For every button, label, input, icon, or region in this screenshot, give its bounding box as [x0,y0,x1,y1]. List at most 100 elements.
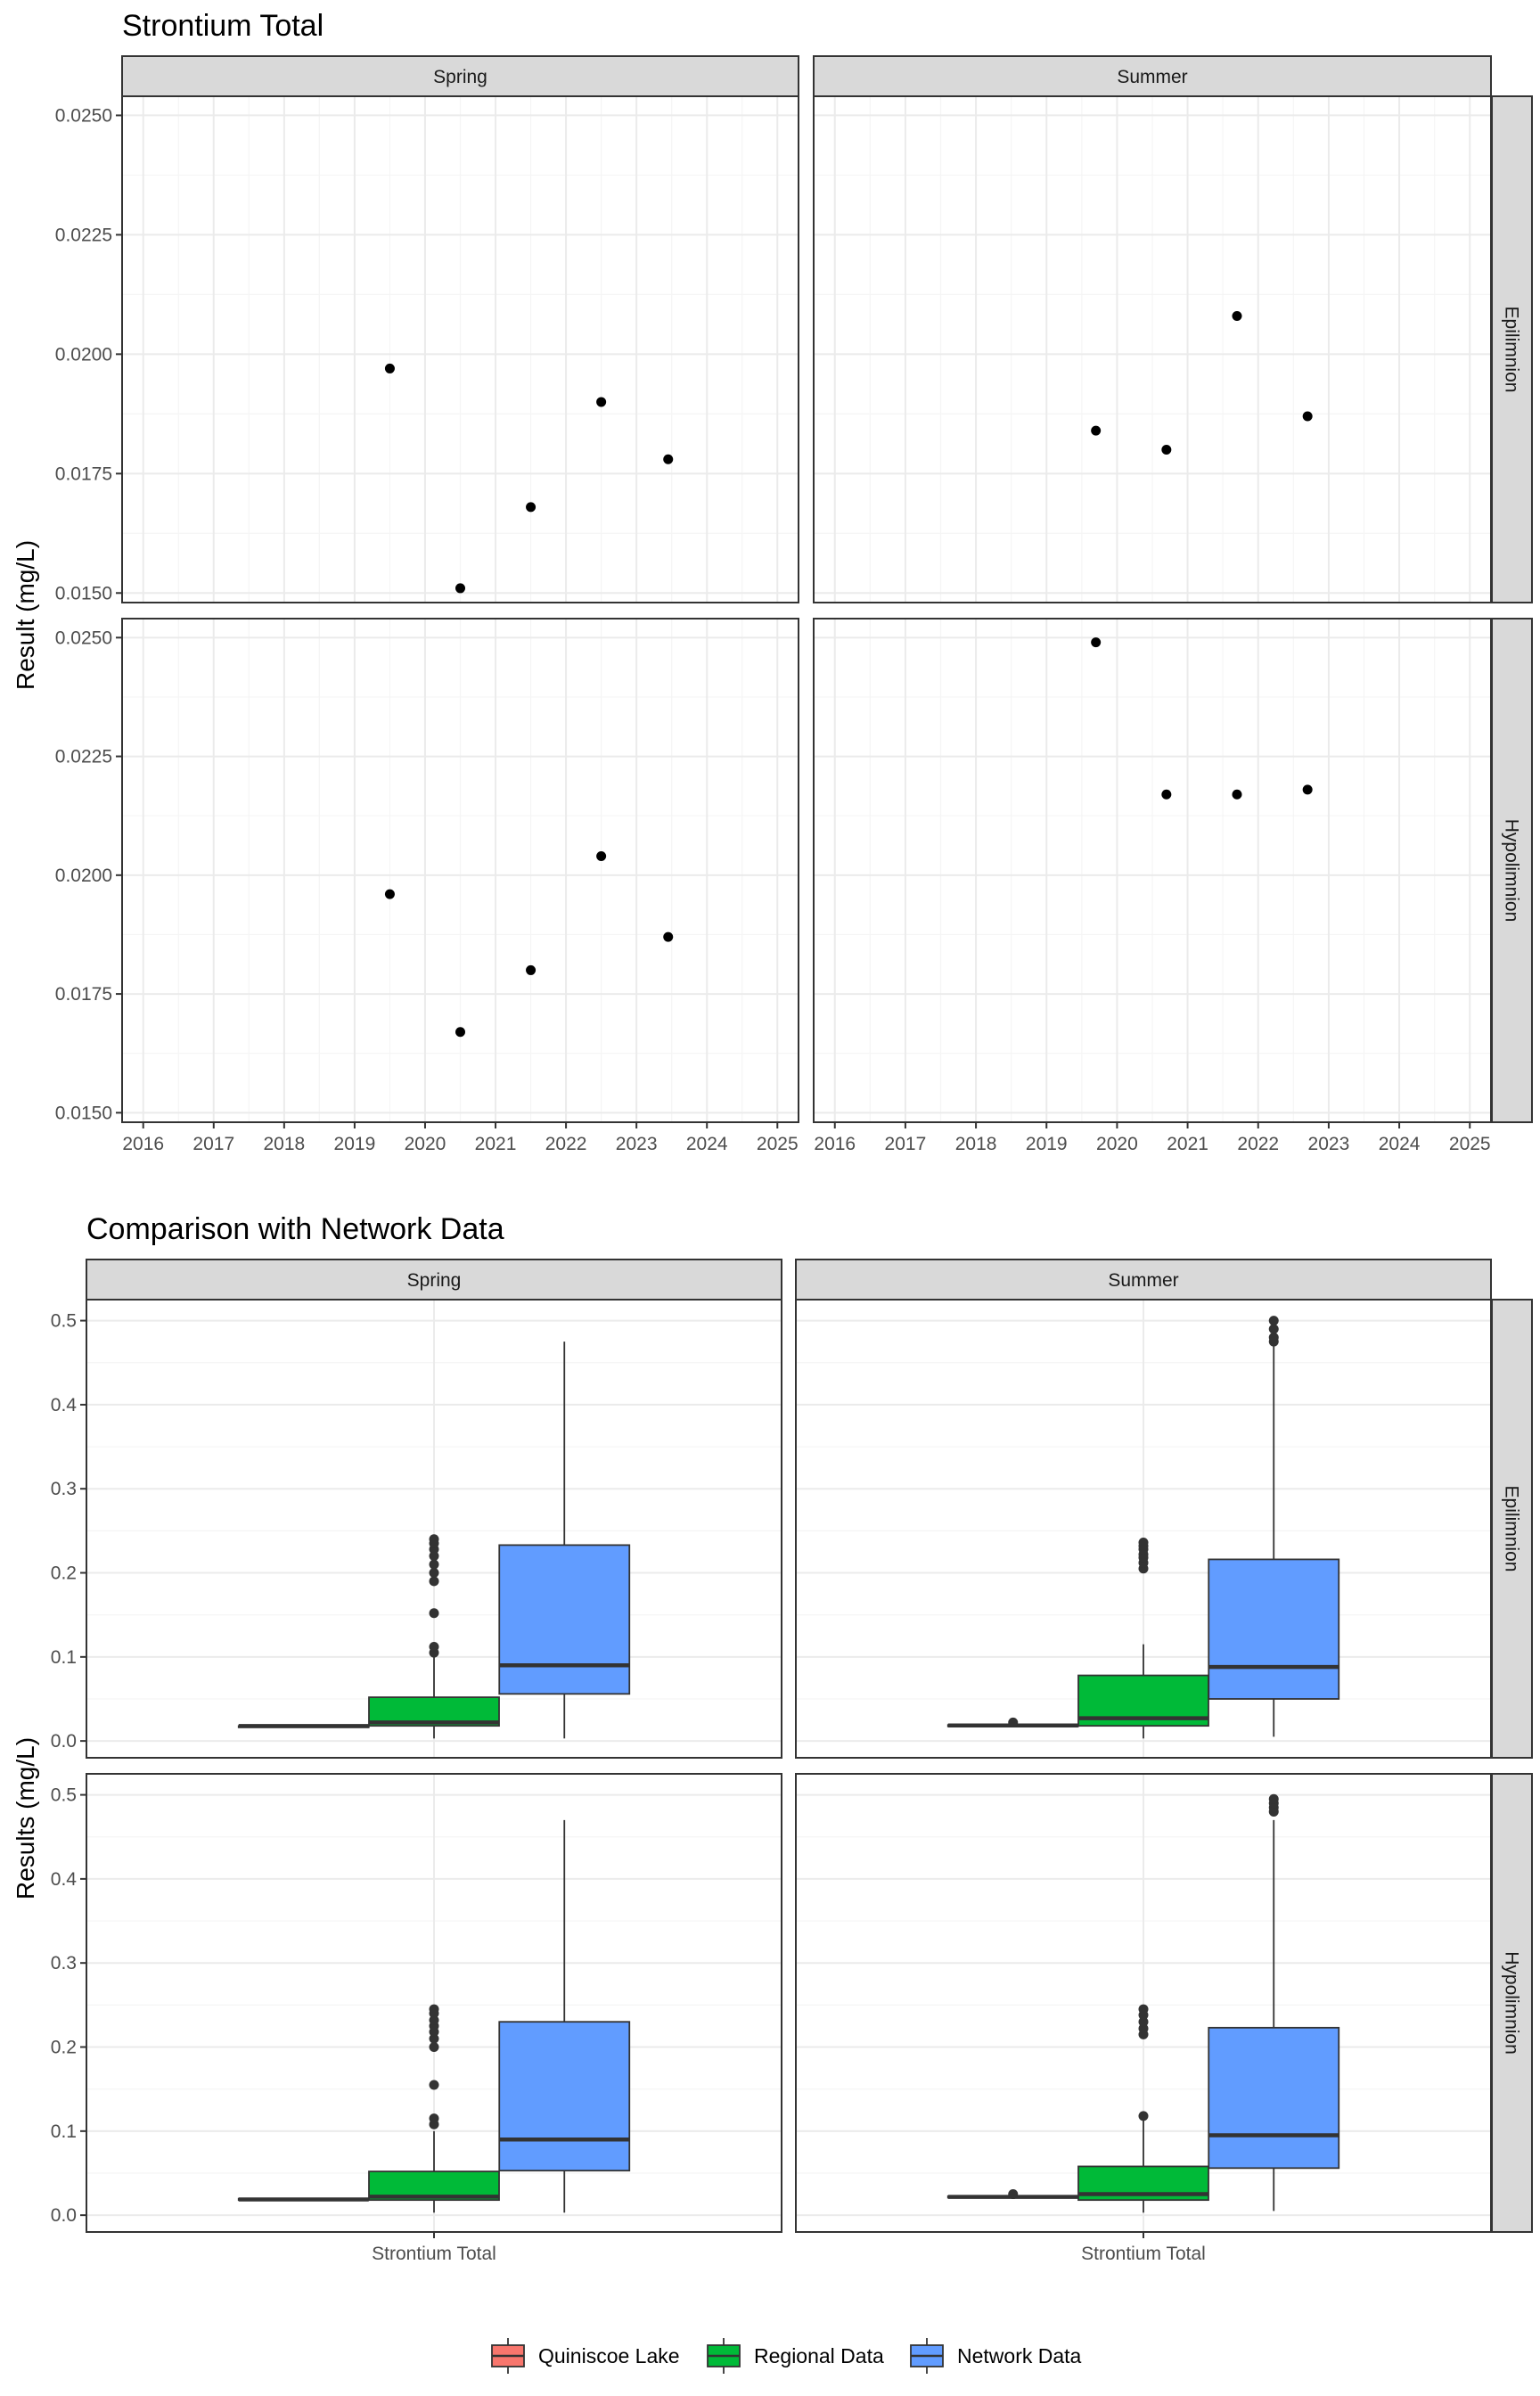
y-tick-label: 0.5 [51,1785,77,1806]
data-point [1232,789,1242,800]
panel-summer-epilimnion [795,1299,1492,1759]
x-tick-label: 2024 [1379,1134,1421,1154]
outlier-point [1008,1717,1019,1727]
box-body [1208,2026,1340,2170]
legend-item-network-data: Network Data [910,2338,1082,2374]
facet-strip-label: Spring [433,67,487,87]
facet-strip-summer [813,55,1492,97]
box-quiniscoe-lake [237,2197,370,2202]
panel-border [121,618,799,1123]
box-regional-data [368,2004,500,2213]
facet-strip-label: Summer [1108,1270,1178,1291]
box-network-data [498,1342,631,1739]
y-tick-label: 0.0225 [55,747,112,767]
x-tick-label: Strontium Total [1081,2244,1206,2264]
x-tick-label: 2021 [475,1134,517,1154]
y-tick-label: 0.0150 [55,1103,112,1123]
data-point [663,931,674,942]
facet-strip-hypolimnion [1491,1773,1533,2233]
x-tick-label: 2018 [263,1134,305,1154]
outlier-point [429,2113,439,2124]
x-tick-label: Strontium Total [372,2244,496,2264]
x-tick-label: 2021 [1167,1134,1208,1154]
outlier-point [1008,2189,1019,2200]
outlier-point [1138,2004,1149,2014]
outlier-point [1268,1793,1279,1804]
data-point [663,454,674,464]
box-regional-data [1077,2004,1209,2213]
x-tick-label: 2016 [122,1134,164,1154]
y-tick-label: 0.0250 [55,105,112,126]
boxplot-facet-grid: 0.0 0.1 0.2 0.3 0.4 0.5 0.0 0.1 0.2 0.3 0.4 0.5 Stro… [51,1259,1533,2264]
x-tick-label: 2025 [1449,1134,1491,1154]
panel-spring-hypolimnion [86,1773,782,2233]
facet-strip-summer [795,1259,1492,1301]
y-tick-label: 0.0 [51,2205,77,2226]
y-tick-label: 0.1 [51,2121,77,2142]
outlier-point [429,1551,439,1562]
legend-item-regional-data: Regional Data [707,2338,884,2374]
y-tick-label: 0.1 [51,1647,77,1668]
y-tick-label: 0.0200 [55,866,112,886]
y-tick-label: 0.3 [51,1479,77,1499]
x-tick-label: 2017 [192,1134,234,1154]
x-tick-label: 2023 [1308,1134,1350,1154]
outlier-point [1268,1332,1279,1342]
outlier-point [429,2033,439,2044]
outlier-point [1138,1538,1149,1548]
x-tick-label: 2025 [757,1134,799,1154]
x-tick-label: 2019 [1026,1134,1068,1154]
outlier-point [429,2042,439,2053]
data-point [455,1027,465,1038]
y-tick-label: 0.0 [51,1731,77,1752]
panel-summer-epilimnion [813,95,1492,603]
facet-strip-label: Summer [1117,67,1187,87]
outlier-point [429,2080,439,2090]
outlier-point [429,1559,439,1570]
y-tick-label: 0.0225 [55,225,112,245]
data-point [596,397,607,407]
outlier-point [1138,2111,1149,2121]
outlier-point [429,2014,439,2025]
y-axis-label-top: Result (mg/L) [12,540,39,690]
facet-strip-label: Hypolimnion [1502,819,1522,923]
box-network-data [1208,1793,1340,2211]
x-tick-label: 2024 [686,1134,728,1154]
legend-label: Network Data [957,2344,1082,2367]
x-tick-label: 2020 [405,1134,446,1154]
y-tick-label: 0.4 [51,1869,78,1890]
data-point [384,363,395,373]
y-tick-label: 0.2 [51,2038,77,2058]
x-tick-label: 2017 [885,1134,927,1154]
box-network-data [498,1819,631,2213]
outlier-point [429,1576,439,1587]
y-tick-label: 0.0200 [55,344,112,365]
x-tick-label: 2016 [814,1134,856,1154]
chart-title-strontium: Strontium Total [122,9,324,43]
x-tick-label: 2022 [1237,1134,1279,1154]
data-point [1302,784,1313,795]
facet-strip-label: Spring [407,1270,462,1291]
y-tick-label: 0.0250 [55,628,112,648]
outlier-point [429,1568,439,1579]
panel-summer-hypolimnion [795,1773,1492,2233]
legend-item-quiniscoe-lake: Quiniscoe Lake [491,2338,680,2374]
outlier-point [1268,1316,1279,1326]
y-tick-label: 0.3 [51,1953,77,1973]
box-quiniscoe-lake [946,2189,1079,2200]
y-tick-label: 0.2 [51,1563,77,1584]
box-regional-data [368,1534,500,1739]
data-point [1161,445,1172,455]
data-point [596,851,607,862]
legend-label: Regional Data [754,2344,884,2367]
panel-spring-epilimnion [86,1299,782,1759]
panel-spring-hypolimnion [121,618,799,1123]
facet-strip-epilimnion [1491,95,1533,603]
outlier-point [429,1534,439,1545]
outlier-point [429,1642,439,1653]
legend-label: Quiniscoe Lake [538,2344,680,2367]
panel-summer-hypolimnion [813,618,1492,1123]
y-tick-label: 0.0175 [55,984,112,1005]
box-regional-data [1077,1538,1209,1739]
